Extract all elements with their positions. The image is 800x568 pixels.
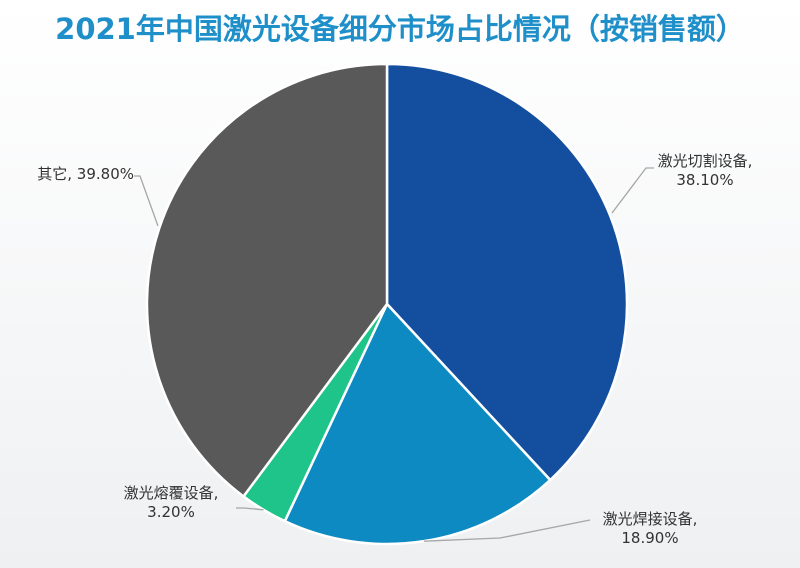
pie-slice-cutting: [385, 62, 629, 482]
slice-label-welding: 激光焊接设备, 18.90%: [602, 510, 698, 547]
pie-slices: [145, 62, 629, 546]
slice-label-cutting: 激光切割设备, 38.10%: [657, 152, 753, 189]
slice-label-cladding: 激光熔覆设备, 3.20%: [123, 484, 219, 521]
leader-lines: [134, 167, 654, 542]
slice-name-cladding: 激光熔覆设备: [123, 484, 214, 502]
slice-name-cutting: 激光切割设备: [657, 152, 748, 170]
slice-value-welding: 18.90%: [621, 529, 679, 547]
leader-line-other: [134, 175, 159, 227]
slice-name-welding: 激光焊接设备: [602, 510, 693, 528]
pie-slice-other: [145, 62, 389, 498]
leader-line-cutting: [611, 167, 654, 214]
slice-value-other: 39.80%: [76, 165, 134, 183]
slice-value-cutting: 38.10%: [676, 171, 734, 189]
slice-name-other: 其它: [37, 165, 68, 183]
slice-label-other: 其它, 39.80%: [37, 165, 134, 183]
leader-line-cladding: [236, 507, 264, 511]
chart-title: 2021年中国激光设备细分市场占比情况（按销售额）: [55, 12, 745, 46]
leader-line-welding: [423, 519, 591, 542]
pie-slice-welding: [283, 302, 552, 546]
slice-value-cladding: 3.20%: [147, 503, 195, 521]
